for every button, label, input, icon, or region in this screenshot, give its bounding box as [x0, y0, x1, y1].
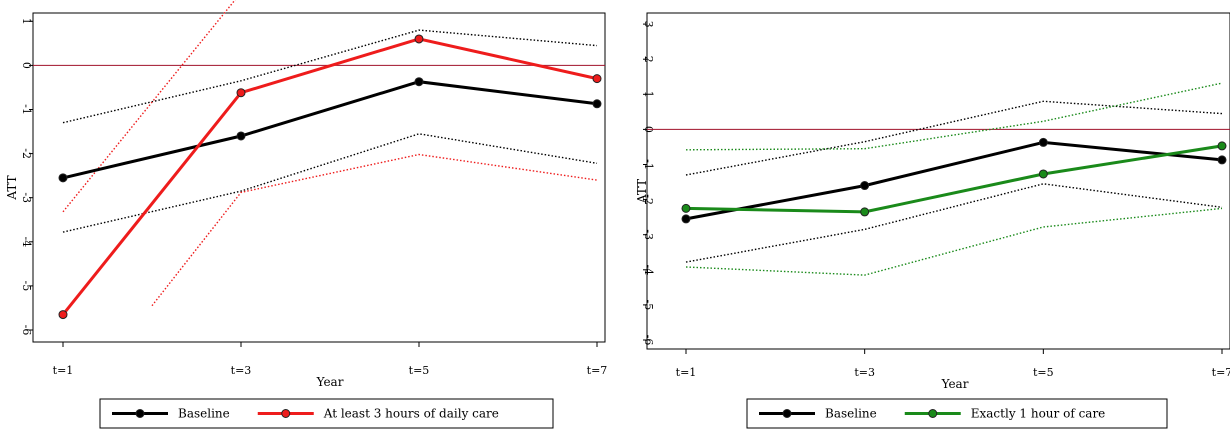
series-2-point [236, 88, 246, 98]
x-axis-title: Year [941, 377, 969, 391]
series-2-point [1038, 169, 1048, 179]
legend-label: Baseline [825, 407, 877, 421]
series-2-ci-upper-line [62, 0, 236, 213]
y-tick-label: 0 [20, 62, 33, 69]
y-tick-label: -6 [20, 325, 33, 336]
y-tick-label: -1 [20, 104, 33, 115]
series-1-point [681, 214, 691, 224]
y-tick-label: 2 [642, 56, 655, 63]
series-1-point [414, 77, 424, 87]
legend-swatch-marker [281, 409, 291, 418]
series-1-point [592, 99, 602, 109]
series-1-point [58, 173, 68, 183]
x-tick-label: t=1 [676, 366, 697, 379]
x-tick-label: t=1 [53, 364, 74, 377]
series-1-ci-upper-line [685, 100, 1223, 176]
x-axis-title: Year [316, 375, 344, 389]
legend-box [746, 398, 1168, 429]
legend-swatch-marker [135, 409, 145, 418]
y-tick-label: 3 [642, 21, 655, 28]
series-2-point [414, 34, 424, 44]
series-2-line [61, 37, 598, 316]
legend: Baseline At least 3 hours of daily care [99, 398, 554, 429]
y-tick-label: -2 [642, 194, 655, 205]
legend-box [99, 398, 554, 429]
series-1-line [685, 140, 1223, 221]
legend-label: Baseline [178, 407, 230, 421]
series-2-ci-lower-line [151, 153, 598, 307]
series-2-point [681, 203, 691, 213]
y-axis-title: ATT [635, 179, 649, 204]
plot-frame [646, 12, 1230, 350]
series-1-ci-upper-line [62, 29, 598, 124]
x-tick-label: t=3 [854, 366, 875, 379]
legend: Baseline Exactly 1 hour of care [746, 398, 1168, 429]
x-tick-label: t=5 [409, 364, 430, 377]
series-1-point [1217, 155, 1227, 165]
y-axis-title: ATT [5, 175, 19, 200]
y-tick-label: -6 [642, 335, 655, 346]
x-tick-label: t=5 [1033, 366, 1054, 379]
x-tick-label: t=7 [587, 364, 608, 377]
y-tick-label: -5 [20, 281, 33, 292]
y-tick-label: -3 [642, 229, 655, 240]
series-2-ci-upper-line [685, 82, 1223, 151]
legend-label: Exactly 1 hour of care [971, 407, 1106, 421]
x-tick-label: t=7 [1212, 366, 1230, 379]
legend-swatch-marker [782, 409, 792, 418]
y-tick-label: -2 [20, 148, 33, 159]
y-tick-label: -4 [642, 264, 655, 275]
series-2-point [592, 74, 602, 84]
series-2-point [58, 310, 68, 320]
chart-panel-1: -6-5-4-3-2-10123t=1t=3t=5t=7YearATTBasel… [5, 0, 608, 429]
y-tick-label: -5 [642, 300, 655, 311]
series-1-point [860, 181, 870, 191]
legend-label: At least 3 hours of daily care [323, 407, 499, 421]
y-tick-label: -3 [20, 192, 33, 203]
series-1-point [236, 131, 246, 141]
y-tick-label: 1 [642, 91, 655, 98]
series-1-line [62, 80, 598, 180]
y-tick-label: -1 [642, 159, 655, 170]
series-2-point [1217, 141, 1227, 151]
series-2-line [685, 144, 1223, 214]
y-tick-label: -4 [20, 236, 33, 247]
series-1-ci-lower-line [62, 133, 598, 233]
legend-swatch-marker [928, 409, 938, 418]
series-2-ci-lower-line [685, 207, 1223, 276]
y-tick-label: 1 [20, 18, 33, 25]
plot-frame [32, 12, 606, 343]
series-1-ci-lower-line [685, 183, 1223, 263]
series-2-point [860, 207, 870, 217]
series-1-point [1038, 137, 1048, 147]
x-tick-label: t=3 [231, 364, 252, 377]
